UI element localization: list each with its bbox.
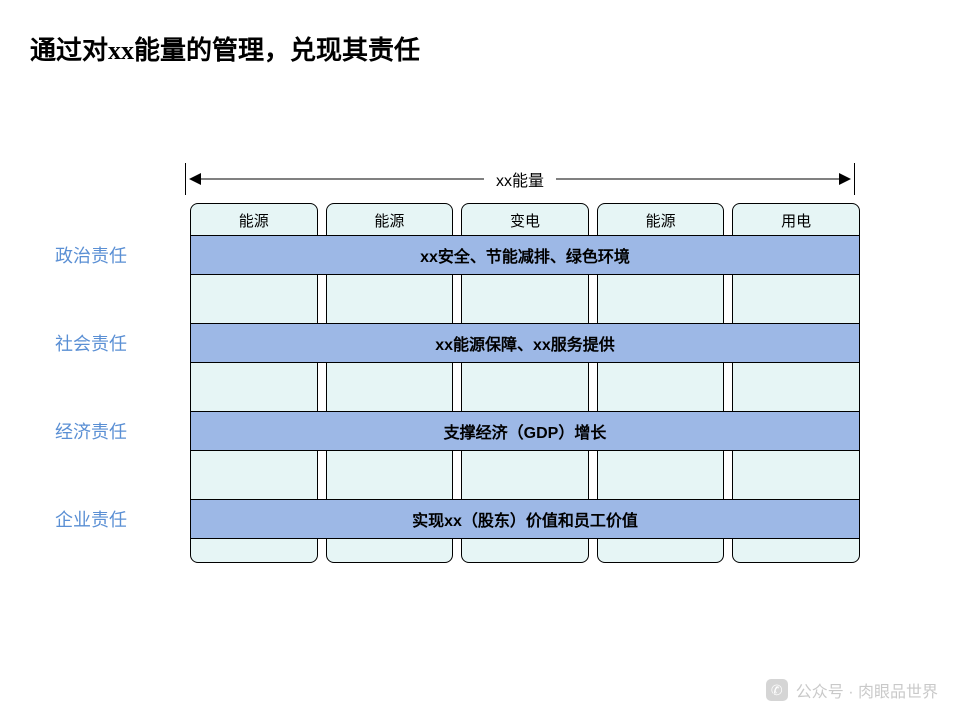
bar-row: 实现xx（股东）价值和员工价值	[190, 499, 860, 539]
responsibility-bar: xx能源保障、xx服务提供	[190, 323, 860, 363]
watermark: ✆ 公众号 · 肉眼品世界	[766, 678, 938, 702]
row-label: 企业责任	[55, 499, 175, 539]
page-title: 通过对xx能量的管理，兑现其责任	[30, 30, 420, 67]
column-header: 能源	[598, 204, 724, 231]
row-label: 经济责任	[55, 411, 175, 451]
arrow-cap-right	[854, 163, 855, 195]
column-header: 能源	[191, 204, 317, 231]
row-label: 政治责任	[55, 235, 175, 275]
responsibility-bar: xx安全、节能减排、绿色环境	[190, 235, 860, 275]
wechat-icon: ✆	[766, 679, 788, 701]
column-header: 用电	[733, 204, 859, 231]
arrow-head-right-icon	[839, 173, 851, 185]
column-header: 能源	[327, 204, 453, 231]
arrow-label: xx能量	[484, 167, 556, 191]
bar-row: xx能源保障、xx服务提供	[190, 323, 860, 363]
row-label: 社会责任	[55, 323, 175, 363]
span-arrow: xx能量	[190, 165, 850, 193]
arrow-cap-left	[185, 163, 186, 195]
row-labels: 政治责任 社会责任 经济责任 企业责任	[55, 235, 175, 587]
bar-row: 支撑经济（GDP）增长	[190, 411, 860, 451]
column-header: 变电	[462, 204, 588, 231]
bars: xx安全、节能减排、绿色环境 xx能源保障、xx服务提供 支撑经济（GDP）增长…	[190, 235, 860, 587]
responsibility-bar: 实现xx（股东）价值和员工价值	[190, 499, 860, 539]
responsibility-bar: 支撑经济（GDP）增长	[190, 411, 860, 451]
watermark-label: 公众号 · 肉眼品世界	[796, 678, 938, 702]
bar-row: xx安全、节能减排、绿色环境	[190, 235, 860, 275]
